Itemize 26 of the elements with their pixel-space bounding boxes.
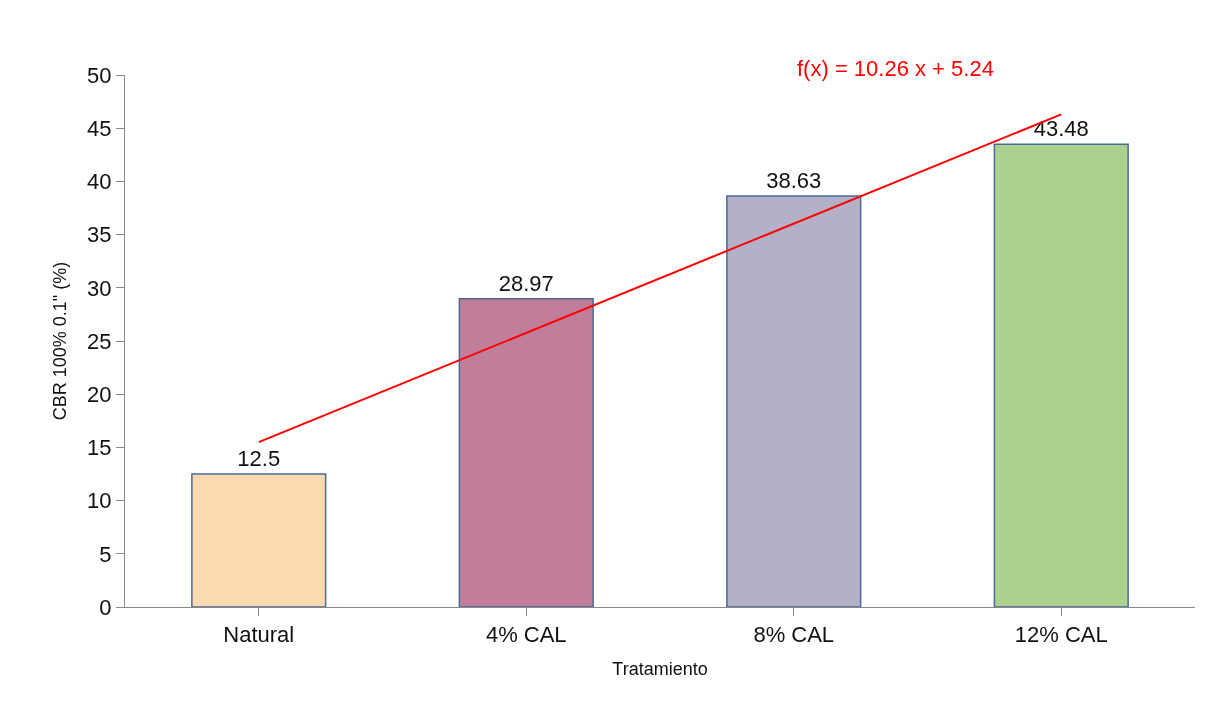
y-tick-label: 45	[87, 115, 112, 141]
y-tick-label: 0	[99, 594, 112, 620]
bar	[191, 473, 327, 607]
data-label: 43.48	[1033, 116, 1089, 142]
y-tick-label: 10	[87, 488, 112, 514]
bar	[993, 143, 1129, 607]
bar	[458, 298, 594, 607]
x-tick-label: 4% CAL	[485, 622, 567, 648]
data-label: 12.5	[237, 446, 281, 471]
y-tick-label: 40	[87, 169, 112, 195]
y-axis-title: CBR 100% 0.1" (%)	[50, 261, 71, 421]
x-axis-title: Tratamiento	[612, 658, 708, 679]
data-label: 38.63	[766, 167, 822, 193]
y-tick-label: 35	[87, 222, 112, 248]
x-tick-label: 12% CAL	[1014, 622, 1108, 648]
data-label: 28.97	[498, 270, 554, 296]
y-tick-label: 30	[87, 275, 112, 301]
x-tick-label: Natural	[223, 622, 295, 648]
y-tick-label: 5	[99, 541, 112, 567]
y-tick-label: 15	[87, 435, 112, 461]
y-tick-label: 50	[87, 62, 112, 88]
annotation: f(x) = 10.26 x + 5.24	[797, 56, 994, 81]
y-tick-label: 20	[87, 381, 112, 407]
bar	[726, 195, 862, 607]
y-tick-label: 25	[87, 328, 112, 354]
x-tick-label: 8% CAL	[753, 622, 835, 648]
